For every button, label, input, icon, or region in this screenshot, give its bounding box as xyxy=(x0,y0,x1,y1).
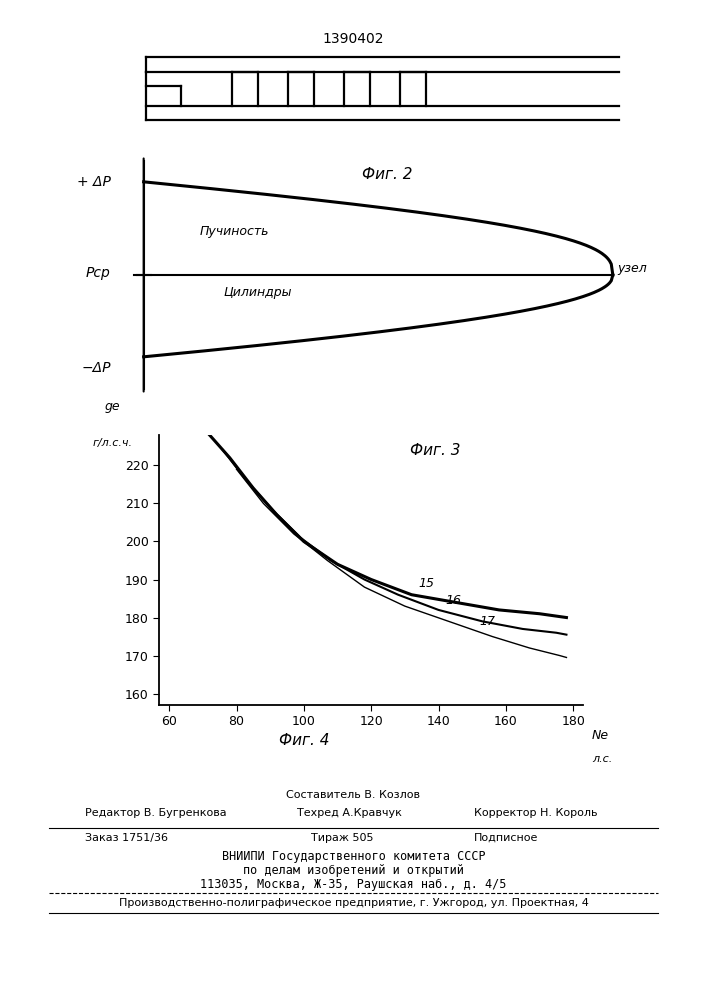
Text: Составитель В. Козлов: Составитель В. Козлов xyxy=(286,790,421,800)
Text: Подписное: Подписное xyxy=(474,833,538,843)
Text: Корректор Н. Король: Корректор Н. Король xyxy=(474,808,597,818)
Text: + ΔP: + ΔP xyxy=(77,175,111,189)
Text: 1390402: 1390402 xyxy=(323,32,384,46)
Text: Техред А.Кравчук: Техред А.Кравчук xyxy=(297,808,402,818)
Text: ge: ge xyxy=(105,400,120,413)
Text: Тираж 505: Тираж 505 xyxy=(311,833,373,843)
Text: Фиг. 3: Фиг. 3 xyxy=(409,443,460,458)
Text: г/л.с.ч.: г/л.с.ч. xyxy=(93,438,132,448)
Text: Цилиндры: Цилиндры xyxy=(223,286,292,299)
Text: ВНИИПИ Государственного комитета СССР: ВНИИПИ Государственного комитета СССР xyxy=(222,850,485,863)
Text: Фиг. 4: Фиг. 4 xyxy=(279,733,329,748)
Text: −ΔP: −ΔP xyxy=(81,361,111,375)
Text: Пучиность: Пучиность xyxy=(200,225,269,238)
Text: 15: 15 xyxy=(419,577,434,590)
Text: Pср: Pср xyxy=(86,266,111,280)
Text: Ne: Ne xyxy=(592,729,609,742)
Text: л.с.: л.с. xyxy=(592,754,612,764)
Text: Редактор В. Бугренкова: Редактор В. Бугренкова xyxy=(85,808,226,818)
Text: 16: 16 xyxy=(445,594,461,607)
Text: 113035, Москва, Ж-35, Раушская наб., д. 4/5: 113035, Москва, Ж-35, Раушская наб., д. … xyxy=(200,878,507,891)
Text: Фиг. 2: Фиг. 2 xyxy=(363,167,413,182)
Text: узел: узел xyxy=(617,262,648,275)
Text: 17: 17 xyxy=(479,615,495,628)
Text: Заказ 1751/36: Заказ 1751/36 xyxy=(85,833,168,843)
Text: по делам изобретений и открытий: по делам изобретений и открытий xyxy=(243,864,464,877)
Text: Производственно-полиграфическое предприятие, г. Ужгород, ул. Проектная, 4: Производственно-полиграфическое предприя… xyxy=(119,898,588,908)
